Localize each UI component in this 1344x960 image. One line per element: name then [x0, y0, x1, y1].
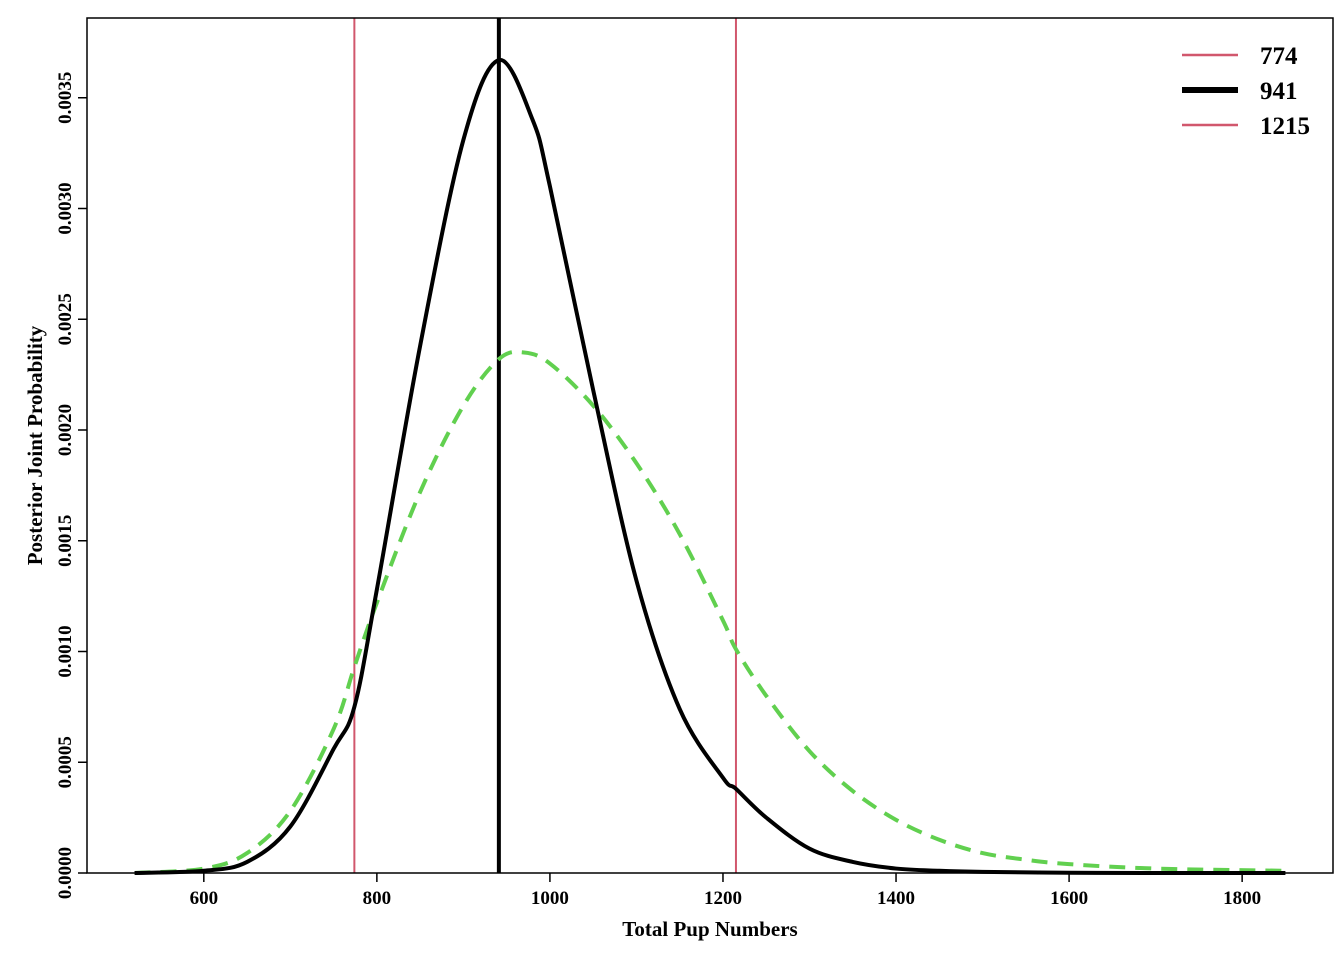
legend-label: 774 — [1260, 43, 1298, 70]
x-tick-label: 1800 — [1223, 888, 1261, 909]
plot-frame — [86, 17, 1334, 874]
x-tick-label: 1000 — [531, 888, 569, 909]
y-tick-label: 0.0035 — [55, 72, 76, 124]
x-tick-label: 1200 — [704, 888, 742, 909]
x-tick-label: 1400 — [877, 888, 915, 909]
legend-label: 941 — [1260, 78, 1298, 105]
y-axis-title: Posterior Joint Probability — [23, 325, 47, 565]
legend: 774 941 1215 — [1182, 43, 1310, 140]
y-tick-label: 0.0025 — [55, 293, 76, 345]
x-axis: 600 800 1000 1200 1400 1600 1800 — [190, 873, 1261, 909]
x-tick-label: 1600 — [1050, 888, 1088, 909]
solid-density-line — [134, 58, 1286, 876]
x-tick-label: 800 — [363, 888, 392, 909]
legend-label: 1215 — [1260, 113, 1310, 140]
x-tick-label: 600 — [190, 888, 219, 909]
y-tick-label: 0.0000 — [55, 847, 76, 899]
y-tick-label: 0.0030 — [55, 182, 76, 234]
y-tick-label: 0.0010 — [55, 625, 76, 677]
y-tick-label: 0.0005 — [55, 736, 76, 788]
y-axis: 0.0000 0.0005 0.0010 0.0015 0.0020 0.0025 0.00… — [55, 72, 87, 899]
y-tick-label: 0.0015 — [55, 515, 76, 567]
dashed-density-line — [134, 349, 1286, 875]
x-axis-title: Total Pup Numbers — [622, 917, 797, 941]
y-tick-label: 0.0020 — [55, 404, 76, 456]
